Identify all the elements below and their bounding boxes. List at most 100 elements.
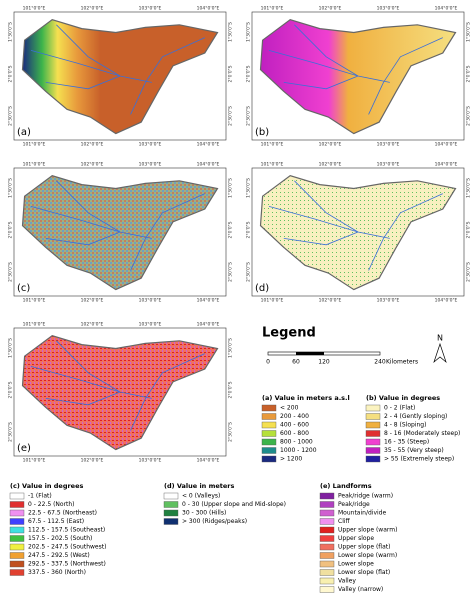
lat-label: 1°30'0"S — [228, 338, 234, 358]
lon-label: 104°0'0"E — [197, 322, 220, 328]
lat-label: 1°30'0"S — [466, 22, 472, 42]
legend-heading: (a) Value in meters a.s.l — [262, 394, 350, 402]
river — [130, 37, 205, 115]
legend-swatch — [9, 518, 25, 525]
lon-label: 104°0'0"E — [197, 6, 220, 12]
river — [130, 193, 205, 271]
legend-swatch — [365, 413, 381, 420]
basin — [21, 19, 219, 135]
legend-label: Lower slope (warm) — [338, 552, 397, 559]
legend-heading: (b) Value in degrees — [366, 394, 440, 402]
lon-label: 101°0'0"E — [261, 162, 284, 168]
river — [368, 37, 443, 115]
lat-label: 1°30'0"S — [246, 22, 252, 42]
lat-label: 1°30'0"S — [228, 178, 234, 198]
lon-label: 103°0'0"E — [377, 142, 400, 148]
lat-label: 2°0'0"S — [466, 65, 472, 82]
river — [268, 206, 390, 239]
legend-label: 0 - 22.5 (North) — [28, 501, 75, 508]
legend-label: 67.5 - 112.5 (East) — [28, 518, 84, 525]
lon-label: 102°0'0"E — [81, 298, 104, 304]
scale-bar — [296, 352, 324, 355]
lon-label: 103°0'0"E — [377, 298, 400, 304]
lon-label: 102°0'0"E — [319, 6, 342, 12]
legend-swatch — [319, 492, 335, 500]
legend-swatch — [319, 586, 335, 593]
legend-swatch — [319, 543, 335, 551]
legend-swatch — [365, 438, 381, 446]
legend-label: Upper slope (flat) — [338, 544, 390, 551]
legend-label: 800 - 1000 — [280, 439, 313, 446]
legend-label: 30 - 300 (Hills) — [182, 510, 226, 517]
lon-label: 101°0'0"E — [23, 458, 46, 464]
legend-label: > 1200 — [280, 456, 302, 463]
river — [45, 75, 121, 90]
legend-title: Legend — [262, 326, 316, 341]
scale-label: 120 — [318, 359, 330, 366]
lat-label: 1°30'0"S — [246, 178, 252, 198]
legend-swatch — [9, 492, 25, 500]
legend-swatch — [9, 543, 25, 551]
legend-swatch — [365, 447, 381, 454]
legend-swatch — [163, 492, 179, 500]
lon-label: 103°0'0"E — [139, 322, 162, 328]
legend-label: Valley — [338, 578, 356, 585]
panel-label: (c) — [17, 283, 30, 294]
lon-label: 104°0'0"E — [435, 298, 458, 304]
legend-label: > 300 (Ridges/peaks) — [182, 518, 247, 525]
lon-label: 104°0'0"E — [197, 298, 220, 304]
river — [294, 180, 359, 233]
legend-label: 337.5 - 360 (North) — [28, 569, 86, 576]
legend-swatch — [261, 447, 277, 454]
legend-swatch — [9, 560, 25, 568]
lat-label: 1°30'0"S — [466, 178, 472, 198]
lon-label: 104°0'0"E — [197, 458, 220, 464]
lon-label: 102°0'0"E — [319, 298, 342, 304]
lat-label: 1°30'0"S — [8, 178, 14, 198]
legend-swatch — [365, 404, 381, 412]
lat-label: 2°0'0"S — [246, 65, 252, 82]
scale-label: 60 — [292, 359, 300, 366]
basin — [259, 175, 457, 291]
legend-swatch — [365, 430, 381, 437]
legend-label: < 0 (Valleys) — [182, 493, 220, 500]
lat-label: 2°0'0"S — [246, 221, 252, 238]
legend-swatch — [261, 430, 277, 437]
lat-label: 2°30'0"S — [246, 262, 252, 282]
legend-swatch — [319, 577, 335, 585]
legend-label: 600 - 800 — [280, 430, 309, 437]
lon-label: 101°0'0"E — [23, 322, 46, 328]
lon-label: 104°0'0"E — [197, 162, 220, 168]
legend-label: 112.5 - 157.5 (Southeast) — [28, 527, 105, 534]
legend-label: 157.5 - 202.5 (South) — [28, 535, 92, 542]
legend-swatch — [319, 552, 335, 559]
lat-label: 1°30'0"S — [228, 22, 234, 42]
basin — [21, 175, 219, 291]
lat-label: 2°30'0"S — [8, 262, 14, 282]
legend-label: 202.5 - 247.5 (Southwest) — [28, 544, 106, 551]
legend-swatch — [261, 455, 277, 463]
scale-label: 0 — [266, 359, 270, 366]
lon-label: 102°0'0"E — [81, 142, 104, 148]
lon-label: 103°0'0"E — [377, 6, 400, 12]
legend-swatch — [9, 501, 25, 508]
river — [130, 353, 205, 431]
lat-label: 2°0'0"S — [8, 381, 14, 398]
panel-label: (e) — [17, 443, 31, 454]
legend-label: 1000 - 1200 — [280, 447, 317, 454]
lat-label: 2°30'0"S — [466, 106, 472, 126]
legend-heading: (d) Value in meters — [164, 482, 234, 490]
legend-label: 16 - 35 (Steep) — [384, 439, 429, 446]
legend-label: 0 - 30 (Upper slope and Mid-slope) — [182, 501, 286, 508]
basin — [21, 335, 219, 451]
lon-label: 103°0'0"E — [139, 458, 162, 464]
legend-label: Lower slope — [338, 561, 374, 568]
lon-label: 103°0'0"E — [139, 6, 162, 12]
river — [45, 231, 121, 246]
lon-label: 101°0'0"E — [23, 298, 46, 304]
lon-label: 101°0'0"E — [23, 142, 46, 148]
legend-label: Lower slope (flat) — [338, 569, 390, 576]
river — [283, 231, 359, 246]
